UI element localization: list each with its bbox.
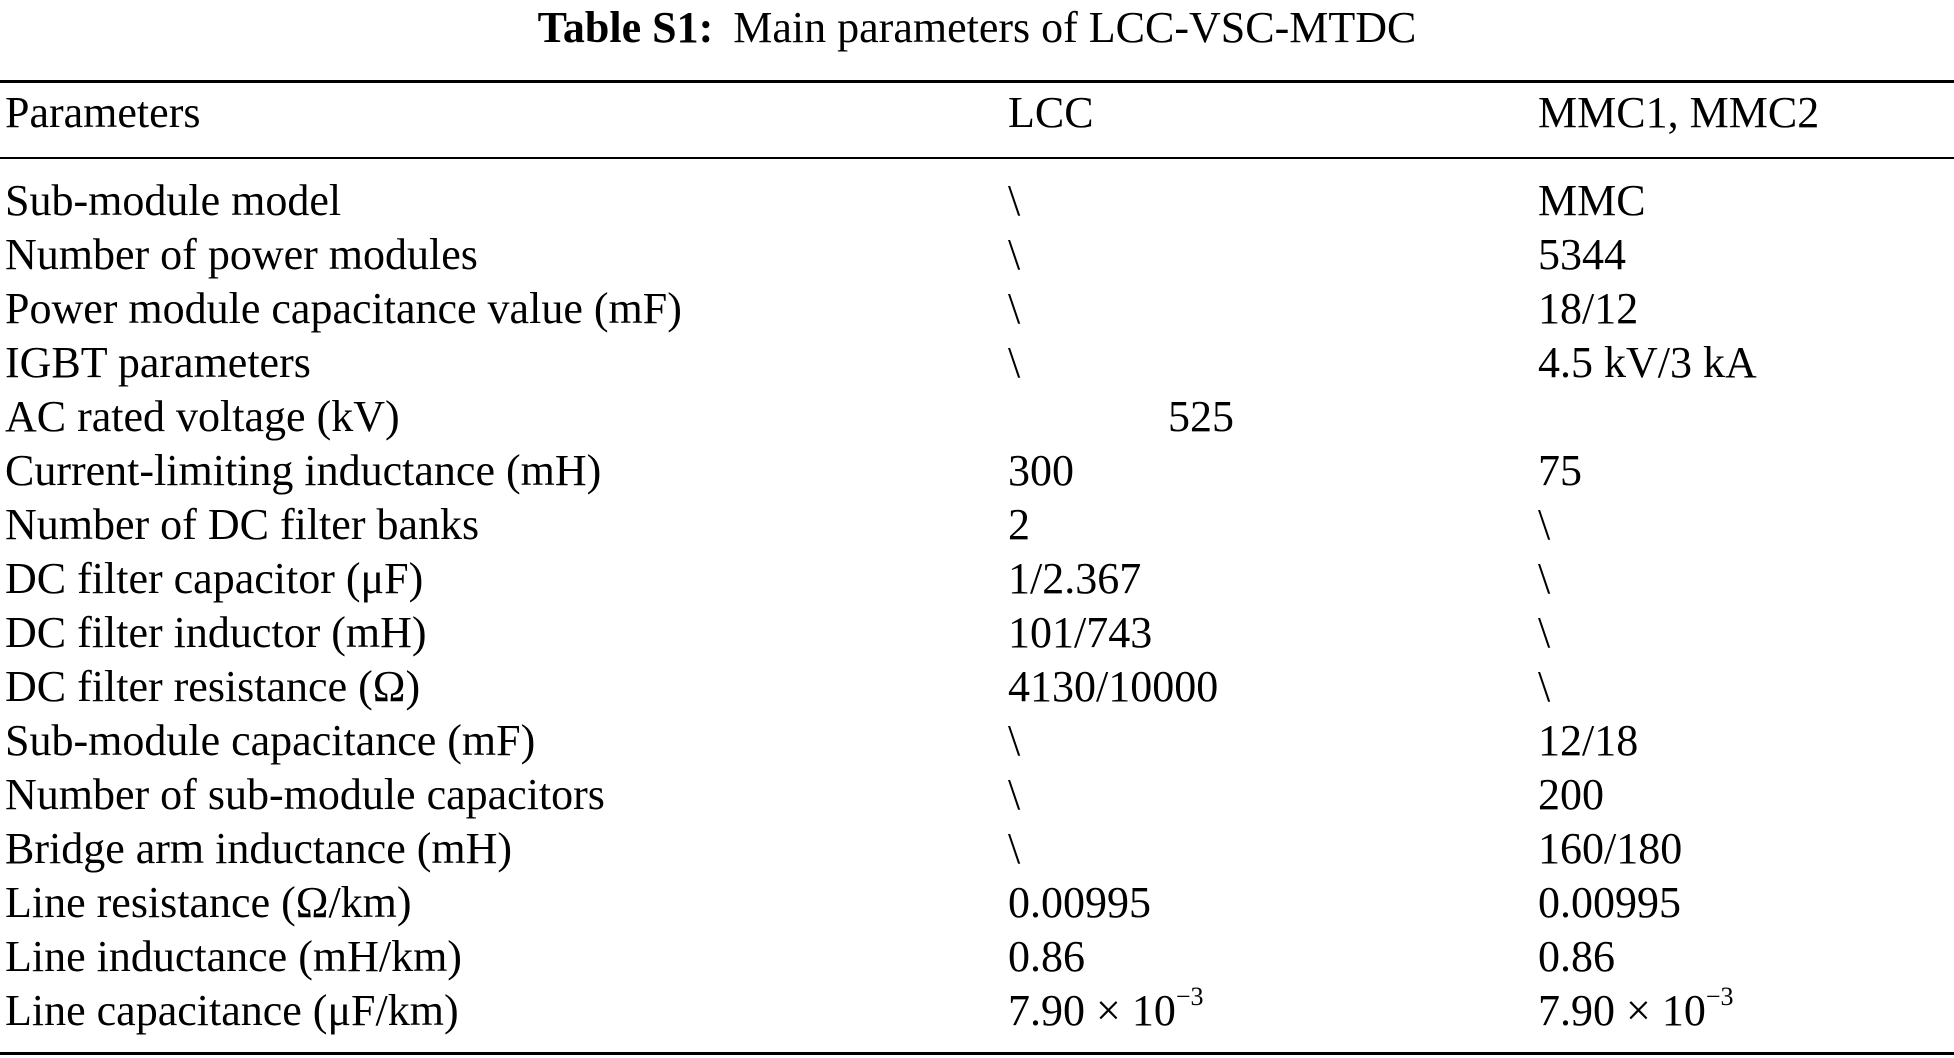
mmc-cell: 160/180 (1538, 824, 1683, 873)
mmc-cell: 7.90 × 10−3 (1538, 984, 1734, 1038)
lcc-cell: 0.86 (1008, 932, 1085, 981)
mmc-cell: \ (1538, 554, 1551, 603)
mmc-cell: 5344 (1538, 230, 1626, 279)
lcc-cell: 1/2.367 (1008, 554, 1142, 603)
table-row: DC filter resistance (Ω) 4130/10000 \ (0, 660, 1954, 714)
table-row: Bridge arm inductance (mH) \ 160/180 (0, 822, 1954, 876)
table-bottom-rule (0, 1052, 1954, 1055)
mmc-cell: 0.00995 (1538, 878, 1681, 927)
mmc-cell: \ (1538, 662, 1551, 711)
param-cell: Bridge arm inductance (mH) (5, 824, 513, 873)
table-row: DC filter capacitor (μF) 1/2.367 \ (0, 552, 1954, 606)
table-row: Number of sub-module capacitors \ 200 (0, 768, 1954, 822)
mmc-cell: 200 (1538, 770, 1604, 819)
param-cell: Sub-module model (5, 176, 342, 225)
table-header-row: Parameters LCC MMC1, MMC2 (0, 86, 1954, 140)
table-header-rule (0, 157, 1954, 159)
mmc-cell: 12/18 (1538, 716, 1639, 765)
lcc-cell: \ (1008, 230, 1021, 279)
mmc-cell: 75 (1538, 446, 1582, 495)
param-cell: Number of DC filter banks (5, 500, 480, 549)
lcc-cell: \ (1008, 284, 1021, 333)
lcc-cell: \ (1008, 716, 1021, 765)
table-row: Power module capacitance value (mF) \ 18… (0, 282, 1954, 336)
shared-value-cell: 525 (1168, 392, 1234, 441)
lcc-cell: \ (1008, 176, 1021, 225)
param-cell: Number of power modules (5, 230, 478, 279)
table-row: Line resistance (Ω/km) 0.00995 0.00995 (0, 876, 1954, 930)
lcc-cell: \ (1008, 770, 1021, 819)
lcc-cell: \ (1008, 824, 1021, 873)
table-caption: Table S1: Main parameters of LCC-VSC-MTDC (0, 2, 1954, 54)
param-cell: Line resistance (Ω/km) (5, 878, 412, 927)
table-row: Line capacitance (μF/km) 7.90 × 10−3 7.9… (0, 984, 1954, 1038)
table-row: Number of DC filter banks 2 \ (0, 498, 1954, 552)
table-row: IGBT parameters \ 4.5 kV/3 kA (0, 336, 1954, 390)
table-row: Sub-module capacitance (mF) \ 12/18 (0, 714, 1954, 768)
lcc-cell: 101/743 (1008, 608, 1153, 657)
param-cell: DC filter resistance (Ω) (5, 662, 421, 711)
table-row: DC filter inductor (mH) 101/743 \ (0, 606, 1954, 660)
param-cell: Number of sub-module capacitors (5, 770, 605, 819)
table-caption-label: Table S1: (537, 3, 714, 52)
mmc-cell: \ (1538, 608, 1551, 657)
param-cell: Sub-module capacitance (mF) (5, 716, 536, 765)
mmc-mantissa: 7.90 × 10 (1538, 986, 1706, 1035)
table-row: AC rated voltage (kV) 525 (0, 390, 1954, 444)
lcc-cell: 0.00995 (1008, 878, 1151, 927)
param-cell: Line inductance (mH/km) (5, 932, 462, 981)
mmc-cell: 4.5 kV/3 kA (1538, 338, 1757, 387)
lcc-cell: 7.90 × 10−3 (1008, 984, 1204, 1038)
mmc-exponent: −3 (1705, 982, 1734, 1012)
mmc-cell: 0.86 (1538, 932, 1615, 981)
param-cell: AC rated voltage (kV) (5, 392, 400, 441)
table-top-rule (0, 80, 1954, 83)
header-lcc: LCC (1008, 88, 1094, 137)
header-parameters: Parameters (5, 88, 201, 137)
param-cell: DC filter inductor (mH) (5, 608, 427, 657)
param-cell: DC filter capacitor (μF) (5, 554, 424, 603)
lcc-exponent: −3 (1175, 982, 1204, 1012)
param-cell: Current-limiting inductance (mH) (5, 446, 602, 495)
param-cell: Line capacitance (μF/km) (5, 986, 459, 1035)
lcc-cell: 2 (1008, 500, 1030, 549)
header-mmc: MMC1, MMC2 (1538, 88, 1820, 137)
lcc-cell: 4130/10000 (1008, 662, 1219, 711)
lcc-cell: 300 (1008, 446, 1074, 495)
mmc-cell: \ (1538, 500, 1551, 549)
param-cell: IGBT parameters (5, 338, 311, 387)
table-row: Current-limiting inductance (mH) 300 75 (0, 444, 1954, 498)
mmc-cell: 18/12 (1538, 284, 1639, 333)
table-caption-title: Main parameters of LCC-VSC-MTDC (733, 3, 1417, 52)
table-row: Number of power modules \ 5344 (0, 228, 1954, 282)
table-row: Sub-module model \ MMC (0, 174, 1954, 228)
lcc-cell: \ (1008, 338, 1021, 387)
mmc-cell: MMC (1538, 176, 1646, 225)
lcc-mantissa: 7.90 × 10 (1008, 986, 1176, 1035)
table-row: Line inductance (mH/km) 0.86 0.86 (0, 930, 1954, 984)
param-cell: Power module capacitance value (mF) (5, 284, 682, 333)
